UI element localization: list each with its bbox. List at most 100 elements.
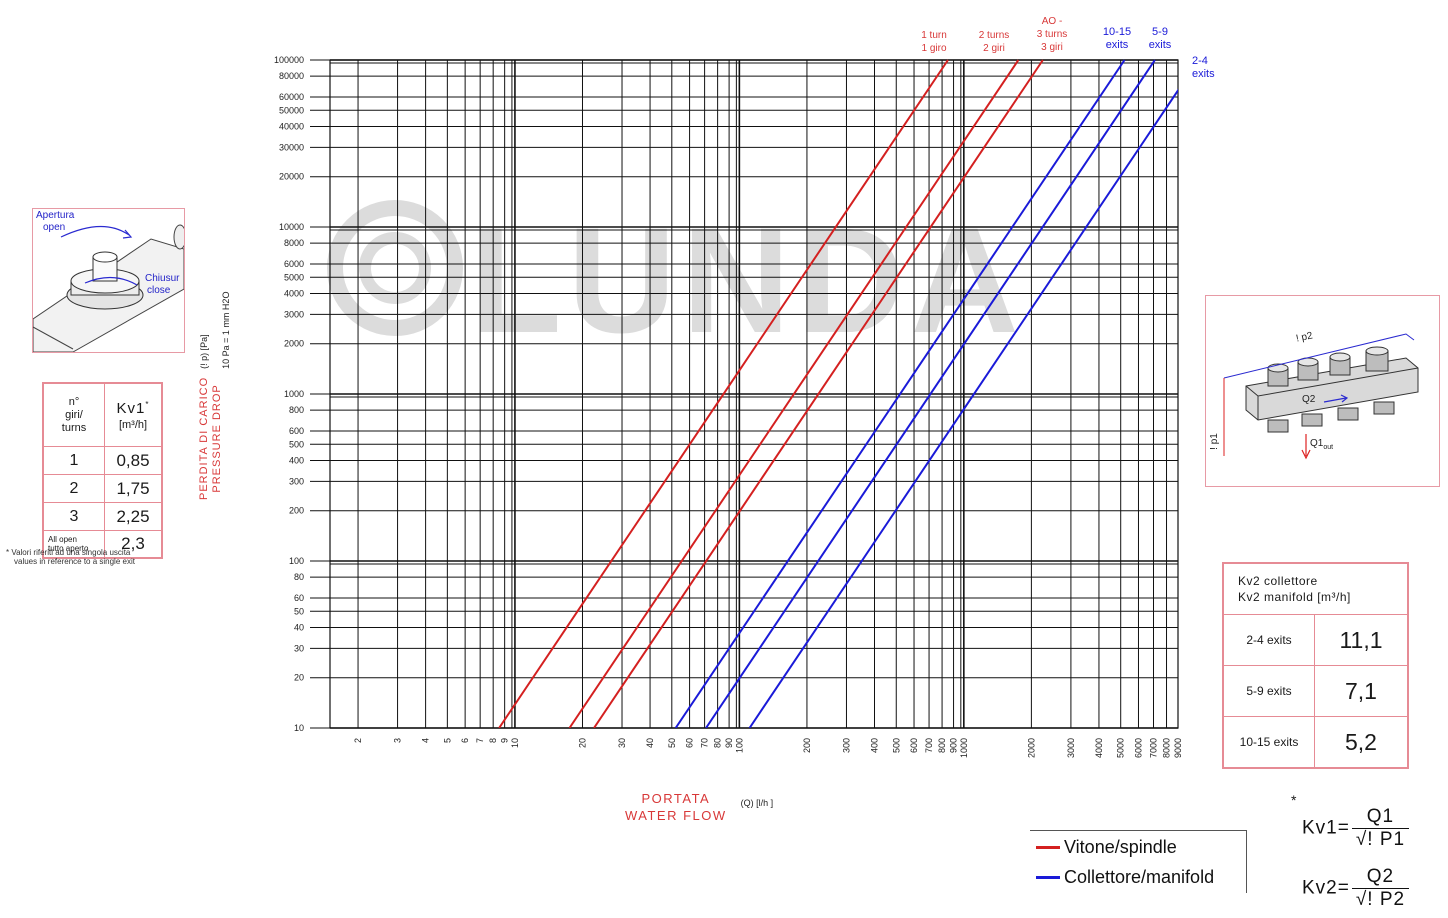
kv1-row-turns: 3: [42, 502, 105, 531]
chart-series: [498, 59, 1178, 728]
y-tick-label: 80000: [279, 71, 304, 81]
kv1-formula-left: Kv1=: [1302, 817, 1350, 839]
kv1-row-value: 1,75: [104, 474, 163, 503]
chart-ticks: 2 3 4 5 6 7 8 9 10 20 30 40 50 60 70 80 90 100 200 300 400 50…: [274, 55, 1183, 758]
y-tick-label: 600: [289, 426, 304, 436]
y-tick-label: 60000: [279, 92, 304, 102]
y-tick-label: 5000: [284, 272, 304, 282]
y-tick-label: 40: [294, 622, 304, 632]
y-tick-label: 500: [289, 439, 304, 449]
y-tick-label: 10000: [279, 222, 304, 232]
y-tick-label: 300: [289, 476, 304, 486]
legend-swatch-spindle: [1036, 846, 1060, 849]
kv2-row: 5-9 exits 7,1: [1222, 665, 1409, 717]
series-label: 2-4: [1192, 55, 1208, 67]
kv2-formula-left: Kv2=: [1302, 877, 1350, 899]
x-tick-label: 40: [645, 738, 655, 748]
y-axis-note: 10 Pa = 1 mm H2O: [221, 291, 231, 369]
p1-label: ! p1: [1208, 433, 1220, 450]
x-tick-label: 4: [421, 738, 431, 743]
x-axis-unit: (Q) [l/h ]: [740, 798, 774, 808]
x-tick-label: 8: [488, 738, 498, 743]
x-tick-label: 900: [949, 738, 959, 753]
series-label: exits: [1149, 39, 1172, 51]
y-tick-label: 50000: [279, 105, 304, 115]
y-axis-title-line1: PERDITA DI CARICO: [198, 376, 210, 500]
kv1-table: n° giri/ turns Kv1* [m³/h] 1 0,85 2 1,75…: [42, 382, 163, 559]
series-label: 3 giri: [1041, 42, 1063, 53]
kv1-header-unit: [m³/h]: [118, 418, 148, 431]
x-tick-label: 9: [500, 738, 510, 743]
valve-illustration: Apertura open Chiusur close: [32, 208, 187, 353]
series-label: 3 turns: [1037, 29, 1068, 40]
q1-label-text: Q1: [1310, 438, 1324, 449]
x-tick-label: 80: [713, 738, 723, 748]
series-labels: 1 turn 1 giro 2 turns 2 giri AO - 3 turns 3 gi…: [921, 16, 1215, 80]
x-tick-label: 9000: [1173, 738, 1183, 758]
x-axis-title-line2: WATER FLOW: [625, 808, 727, 823]
y-tick-label: 100: [289, 556, 304, 566]
series-label: 10-15: [1103, 26, 1131, 38]
x-tick-label: 7: [475, 738, 485, 743]
q1-label: Q1out: [1310, 438, 1333, 451]
y-tick-label: 3000: [284, 309, 304, 319]
x-tick-label: 700: [924, 738, 934, 753]
y-tick-label: 10: [294, 723, 304, 733]
x-tick-label: 90: [724, 738, 734, 748]
y-tick-label: 80: [294, 572, 304, 582]
series-label: exits: [1192, 68, 1215, 80]
kv2-formula-fraction: Q2 √! P2: [1351, 866, 1410, 911]
legend-label-spindle: Vitone/spindle: [1064, 837, 1177, 857]
x-tick-label: 50: [667, 738, 677, 748]
x-axis-title-line1: PORTATA: [641, 791, 711, 806]
x-tick-label: 2: [353, 738, 363, 743]
x-tick-label: 5000: [1116, 738, 1126, 758]
manifold-drawing: [1223, 333, 1419, 460]
x-tick-label: 3000: [1066, 738, 1076, 758]
kv1-header-kv: Kv1: [116, 399, 146, 417]
series-label: 1 giro: [921, 43, 946, 54]
series-line-5: [705, 59, 1156, 728]
x-tick-label: 7000: [1149, 738, 1159, 758]
kv1-row-value: 2,25: [104, 502, 163, 531]
open-label-en: open: [43, 222, 66, 233]
y-tick-label: 4000: [284, 288, 304, 298]
y-tick-label: 400: [289, 455, 304, 465]
close-label: Chiusur: [145, 273, 180, 284]
series-label: 2 turns: [979, 30, 1010, 41]
kv2-table: Kv2 collettore Kv2 manifold [m³/h] 2-4 e…: [1222, 562, 1409, 769]
y-tick-label: 100000: [274, 55, 304, 65]
x-tick-label: 400: [870, 738, 880, 753]
kv2-row-value: 11,1: [1314, 614, 1409, 666]
kv2-header-row: Kv2 collettore Kv2 manifold [m³/h]: [1222, 562, 1409, 615]
watermark-circle: [327, 200, 463, 336]
x-tick-label: 500: [891, 738, 901, 753]
kv1-row: All open tutto aperto 2,3: [42, 530, 163, 559]
kv1-row: 2 1,75: [42, 474, 163, 503]
x-tick-label: 6: [460, 738, 470, 743]
q2-label: Q2: [1302, 394, 1316, 405]
kv2-header-line1: Kv2 collettore: [1238, 574, 1318, 588]
kv2-row: 10-15 exits 5,2: [1222, 716, 1409, 769]
kv1-footnote-it: * Valori riferiti ad una singola uscita: [6, 548, 131, 557]
kv1-tutto-aperto: tutto aperto: [48, 544, 89, 553]
kv1-header-star: *: [145, 399, 150, 409]
y-tick-label: 20: [294, 673, 304, 683]
series-line-1: [498, 59, 949, 728]
kv1-row-value: 0,85: [104, 446, 163, 475]
kv2-formula: Kv2= Q2 √! P2: [1302, 866, 1410, 911]
x-axis-title: PORTATA WATER FLOW (Q) [l/h ]: [625, 790, 773, 824]
y-tick-label: 50: [294, 606, 304, 616]
x-tick-label: 2000: [1026, 738, 1036, 758]
x-tick-label: 6000: [1133, 738, 1143, 758]
q1-label-sub: out: [1323, 444, 1334, 451]
manifold-illustration: ! p2 Q2 ! p1 Q1out: [1205, 295, 1440, 487]
legend-item-spindle: Vitone/spindle: [1036, 837, 1177, 858]
kv2-row-label: 5-9 exits: [1222, 665, 1315, 717]
kv2-formula-den: √! P2: [1355, 889, 1406, 910]
open-label: Apertura: [36, 210, 75, 221]
series-label: exits: [1106, 39, 1129, 51]
x-tick-label: 30: [617, 738, 627, 748]
x-tick-label: 4000: [1094, 738, 1104, 758]
